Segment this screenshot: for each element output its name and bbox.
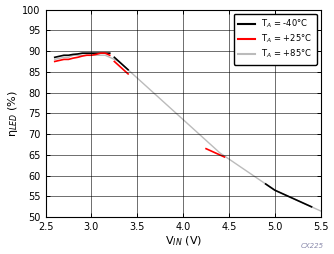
Legend: T$_A$ = -40°C, T$_A$ = +25°C, T$_A$ = +85°C: T$_A$ = -40°C, T$_A$ = +25°C, T$_A$ = +8… — [234, 14, 317, 65]
Text: CX225: CX225 — [301, 243, 324, 249]
Y-axis label: η$_{LED}$ (%): η$_{LED}$ (%) — [6, 90, 20, 137]
X-axis label: V$_{IN}$ (V): V$_{IN}$ (V) — [165, 235, 202, 248]
